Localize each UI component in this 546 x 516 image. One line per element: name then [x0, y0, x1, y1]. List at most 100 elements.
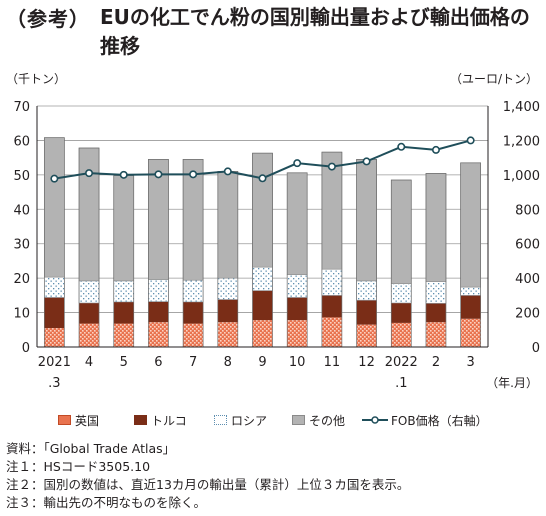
y2-tick-label: 800	[515, 203, 540, 218]
title-block: （参考） EUの化工でん粉の国別輸出量および輸出価格の推移	[6, 2, 542, 60]
legend-label-uk: 英国	[75, 414, 100, 428]
legend-swatch-fob	[362, 416, 388, 424]
x-tick-label: 3	[467, 355, 475, 370]
bar-segment-uk	[287, 320, 308, 347]
x-tick-label: 2022	[385, 355, 418, 370]
x-tick-label: 9	[258, 355, 266, 370]
note-1: 注１：HSコード3505.10	[6, 459, 151, 474]
x-tick-label: .3	[48, 376, 60, 391]
fob-point	[293, 159, 302, 168]
fob-point	[397, 142, 406, 151]
legend-swatch-turkey	[134, 415, 147, 425]
y-tick-label: 50	[13, 169, 30, 184]
chart-title: EUの化工でん粉の国別輸出量および輸出価格の推移	[100, 5, 530, 58]
fob-point	[154, 170, 163, 179]
fob-point	[466, 136, 475, 145]
y2-tick-label: 1,000	[503, 169, 540, 184]
legend-label-turkey: トルコ	[151, 414, 187, 428]
x-tick-label: 2	[432, 355, 440, 370]
bar-segment-uk	[425, 322, 446, 347]
bar-segment-russia	[321, 268, 343, 296]
fob-point	[431, 145, 440, 154]
bar-segment-uk	[113, 323, 134, 347]
y2-tick-label: 1,200	[503, 134, 540, 149]
bar-segment-turkey	[321, 295, 342, 318]
bar-segment-russia	[182, 279, 204, 303]
legend: 英国 トルコ ロシア その他 FOB価格（右軸）	[30, 412, 540, 430]
bar-segment-russia	[113, 280, 135, 303]
legend-label-other: その他	[309, 414, 346, 428]
bar-segment-other	[390, 179, 412, 284]
bar-segment-uk	[356, 324, 377, 347]
chart-svg: 0 10 20 30 40 50 60 70 0 200 400 600 800 1,000 1,200 1,…	[13, 100, 540, 391]
legend-swatch-other	[292, 415, 305, 425]
fob-point	[362, 157, 371, 166]
y-tick-label: 10	[13, 307, 30, 322]
y-tick-label: 0	[22, 341, 30, 356]
x-tick-label: 4	[85, 355, 93, 370]
bar-segment-russia	[44, 276, 65, 298]
bar-segment-uk	[252, 320, 273, 347]
bar-segment-other	[425, 173, 447, 282]
bar-segment-uk	[148, 322, 169, 347]
bar-segment-turkey	[183, 301, 204, 324]
x-tick-label: 8	[224, 355, 232, 370]
bar-segment-uk	[79, 323, 100, 347]
bar-segment-russia	[390, 283, 412, 304]
fob-point	[258, 174, 267, 183]
y-tick-label: 40	[13, 203, 30, 218]
axes	[36, 106, 489, 348]
right-axis-unit: （ユーロ/トン）	[449, 72, 538, 86]
bar-segment-turkey	[287, 297, 308, 321]
bar-segment-turkey	[391, 302, 412, 323]
bar-segment-other	[286, 172, 308, 275]
x-tick-label: 7	[189, 355, 197, 370]
bar-segment-turkey	[425, 303, 446, 323]
bar-segment-other	[44, 137, 65, 278]
y-tick-label: 20	[13, 272, 30, 287]
bar-segment-turkey	[44, 297, 65, 329]
y-tick-label: 60	[13, 134, 30, 149]
bar-segment-russia	[425, 281, 447, 304]
bar-segment-turkey	[217, 299, 238, 323]
fob-point	[85, 169, 94, 178]
y2-tick-label: 0	[532, 341, 540, 356]
bar-segment-russia	[217, 277, 239, 300]
legend-swatch-russia	[214, 415, 227, 425]
bar-segment-russia	[356, 280, 377, 301]
bar-segment-russia	[148, 279, 169, 302]
y2-tick-label: 400	[515, 272, 540, 287]
fob-point	[327, 162, 336, 171]
fob-point	[223, 167, 232, 176]
y2-tick-label: 200	[515, 307, 540, 322]
note-3: 注３：輸出先の不明なものを除く。	[6, 495, 207, 510]
bar-segment-russia	[460, 286, 481, 296]
bar-segment-other	[113, 175, 135, 282]
y2-tick-label: 600	[515, 238, 540, 253]
tick-labels: 0 10 20 30 40 50 60 70 0 200 400 600 800 1,000 1,200 1,…	[13, 100, 540, 391]
bar-segment-russia	[252, 266, 273, 291]
x-tick-label: 11	[324, 355, 341, 370]
legend-swatch-uk	[58, 415, 71, 425]
bar-segment-other	[78, 147, 100, 282]
bar-segment-russia	[286, 274, 308, 298]
x-tick-label: 10	[289, 355, 306, 370]
x-tick-label: 5	[120, 355, 128, 370]
left-axis-unit: （千トン）	[6, 72, 67, 86]
bar-segment-other	[460, 162, 481, 288]
fob-point	[50, 174, 59, 183]
bar-segment-uk	[391, 322, 412, 347]
bar-segment-turkey	[148, 301, 169, 323]
x-tick-label: 6	[154, 355, 162, 370]
bar-segment-turkey	[79, 302, 100, 324]
bar-segment-turkey	[113, 301, 134, 324]
bar-segment-other	[252, 152, 273, 268]
x-axis-unit: （年.月）	[486, 376, 538, 390]
bar-segment-uk	[217, 322, 238, 347]
bar-segment-turkey	[460, 295, 481, 319]
x-tick-label: .1	[395, 376, 407, 391]
y-tick-label: 70	[13, 100, 30, 115]
note-source: 資料：「Global Trade Atlas」	[6, 441, 176, 456]
x-tick-label: 12	[358, 355, 375, 370]
y2-tick-label: 1,400	[503, 100, 540, 115]
